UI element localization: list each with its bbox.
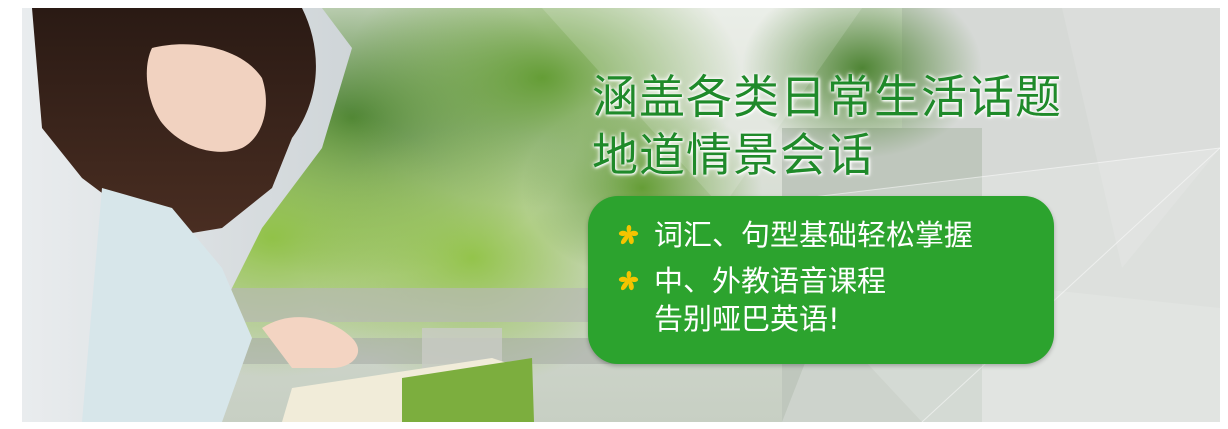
headline: 涵盖各类日常生活话题 地道情景会话 [592, 68, 1062, 184]
star-bullet-icon [618, 271, 639, 291]
feature-box: 词汇、句型基础轻松掌握 中、外教语音课程 告别哑巴英语! [588, 196, 1054, 364]
feature-line: 中、外教语音课程 [654, 264, 887, 298]
feature-item: 词汇、句型基础轻松掌握 [616, 216, 973, 254]
promo-banner[interactable]: 涵盖各类日常生活话题 地道情景会话 词汇、句型基础轻松掌握 中、外教语音课程 告… [22, 8, 1220, 422]
headline-line-2: 地道情景会话 [592, 128, 874, 182]
feature-line: 告别哑巴英语! [654, 302, 840, 336]
star-bullet-icon [618, 225, 639, 245]
feature-line: 词汇、句型基础轻松掌握 [654, 218, 974, 252]
feature-text: 中、外教语音课程 告别哑巴英语! [654, 262, 886, 338]
feature-text: 词汇、句型基础轻松掌握 [654, 216, 973, 254]
headline-line-1: 涵盖各类日常生活话题 [592, 70, 1062, 124]
feature-item: 中、外教语音课程 告别哑巴英语! [616, 262, 886, 338]
background-photo [22, 8, 1220, 422]
